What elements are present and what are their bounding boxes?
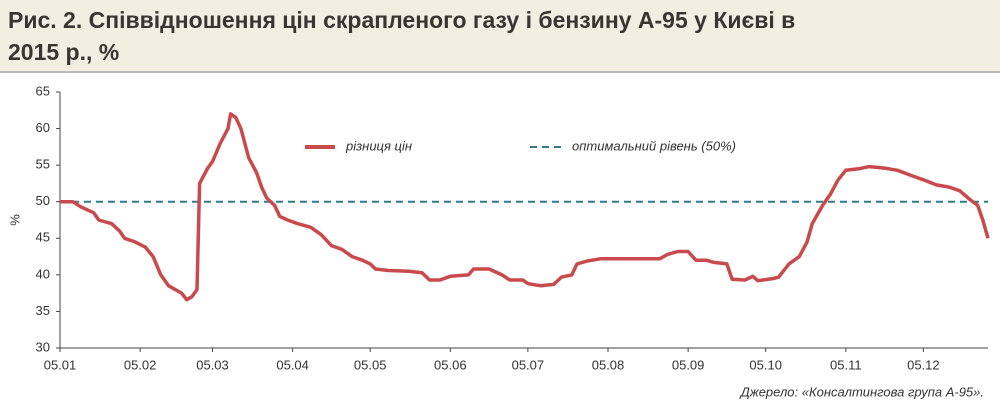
- y-tick-label: 45: [36, 230, 50, 245]
- chart-title: Рис. 2. Співвідношення цін скрапленого г…: [8, 7, 795, 65]
- x-tick-label: 05.03: [196, 357, 229, 372]
- y-tick-label: 40: [36, 266, 50, 281]
- data-line: [60, 112, 990, 302]
- x-tick-label: 05.05: [354, 357, 387, 372]
- title-line: Рис. 2. Співвідношення цін скрапленого г…: [8, 7, 795, 33]
- x-tick-label: 05.06: [434, 357, 467, 372]
- x-tick-label: 05.01: [44, 357, 77, 372]
- y-tick-label: 55: [36, 157, 50, 172]
- source: Джерело: «Консалтингова група А-95».: [739, 384, 984, 399]
- y-tick-label: 35: [36, 303, 50, 318]
- x-tick-label: 05.02: [124, 357, 157, 372]
- y-tick-label: 65: [36, 83, 50, 98]
- x-tick-label: 05.12: [907, 357, 940, 372]
- x-tick-label: 05.10: [749, 357, 782, 372]
- x-tick-label: 05.08: [592, 357, 625, 372]
- x-tick-label: 05.09: [672, 357, 705, 372]
- y-tick-label: 60: [36, 120, 50, 135]
- title-line: 2015 р., %: [8, 39, 119, 65]
- legend-label: різниця цін: [345, 138, 412, 153]
- title-band: [0, 0, 1000, 72]
- x-tick-label: 05.07: [512, 357, 545, 372]
- legend-label: оптимальний рівень (50%): [572, 138, 736, 153]
- y-tick-label: 30: [36, 339, 50, 354]
- y-axis-label: %: [7, 214, 22, 226]
- x-tick-label: 05.11: [830, 357, 862, 372]
- x-tick-label: 05.04: [276, 357, 309, 372]
- y-tick-label: 50: [36, 193, 50, 208]
